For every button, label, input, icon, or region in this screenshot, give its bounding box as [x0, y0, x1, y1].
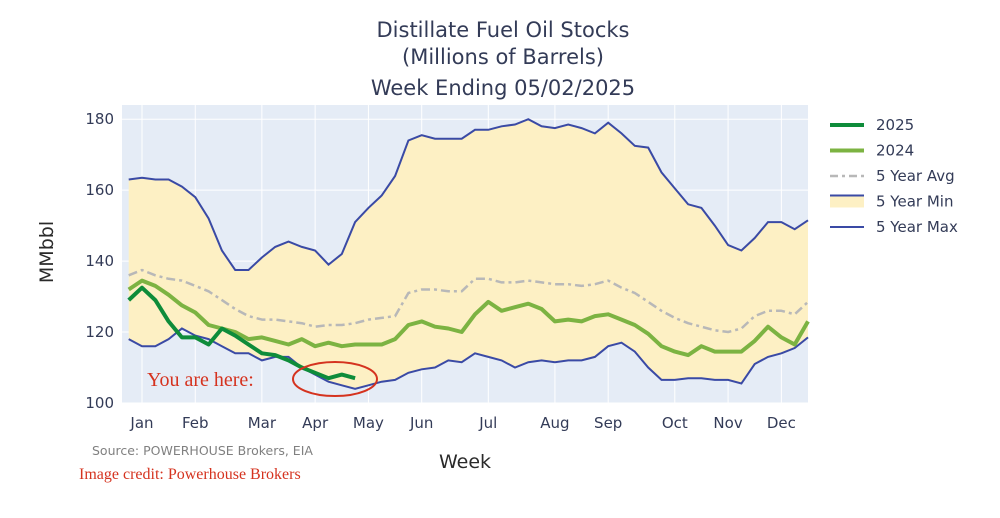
x-tick-label: Sep	[594, 414, 622, 432]
legend-item-5-year-min: 5 Year Min	[830, 193, 953, 211]
min-max-band	[128, 118, 809, 390]
x-axis-ticks: Jan Feb Mar Apr May Jun Jul Aug Sep Oct Nov Dec	[129, 414, 795, 432]
legend-label: 2025	[876, 116, 914, 134]
y-axis-label: MMbbl	[36, 221, 58, 283]
chart-title-line-2: (Millions of Barrels)	[402, 45, 604, 69]
legend-label: 2024	[876, 142, 914, 160]
legend: 2025 2024 5 Year Avg 5 Year Min 5 Year Max	[830, 116, 958, 236]
source-note: Source: POWERHOUSE Brokers, EIA	[92, 443, 313, 458]
series-line-5-year-min	[128, 327, 809, 390]
chart-title-line-3: Week Ending 05/02/2025	[371, 76, 635, 100]
x-tick-label: Dec	[767, 414, 796, 432]
x-tick-label: Jun	[409, 414, 433, 432]
y-tick-label: 120	[85, 323, 114, 341]
y-tick-label: 100	[85, 394, 114, 412]
you-are-here-circle	[292, 361, 378, 397]
legend-label: 5 Year Avg	[876, 167, 955, 185]
you-are-here-annotation: You are here:	[147, 369, 254, 391]
x-tick-label: May	[353, 414, 384, 432]
series-line-5-year-max	[128, 118, 809, 271]
band-fill	[128, 119, 808, 389]
series-line-2025	[127, 285, 356, 381]
x-axis-label: Week	[439, 451, 491, 473]
y-tick-label: 180	[85, 110, 114, 128]
legend-label: 5 Year Max	[876, 218, 958, 236]
x-tick-label: Oct	[662, 414, 688, 432]
y-tick-label: 160	[85, 181, 114, 199]
legend-item-2024: 2024	[830, 142, 914, 160]
x-tick-label: Nov	[713, 414, 742, 432]
legend-item-5-year-max: 5 Year Max	[830, 218, 958, 236]
legend-swatch	[830, 195, 864, 208]
x-tick-label: Apr	[302, 414, 329, 432]
x-tick-label: Mar	[248, 414, 277, 432]
series-layer	[127, 268, 810, 381]
x-tick-label: Feb	[182, 414, 209, 432]
legend-item-5-year-avg: 5 Year Avg	[830, 167, 955, 185]
y-axis-ticks: 100 120 140 160 180	[85, 110, 114, 412]
x-tick-label: Jul	[478, 414, 497, 432]
x-tick-label: Aug	[540, 414, 569, 432]
series-line-2024	[127, 278, 810, 358]
legend-label: 5 Year Min	[876, 193, 953, 211]
y-tick-label: 140	[85, 252, 114, 270]
image-credit: Image credit: Powerhouse Brokers	[79, 466, 301, 483]
chart-title-line-1: Distillate Fuel Oil Stocks	[377, 18, 630, 42]
series-line-5-year-avg	[128, 268, 809, 334]
legend-item-2025: 2025	[830, 116, 914, 134]
x-tick-label: Jan	[129, 414, 153, 432]
